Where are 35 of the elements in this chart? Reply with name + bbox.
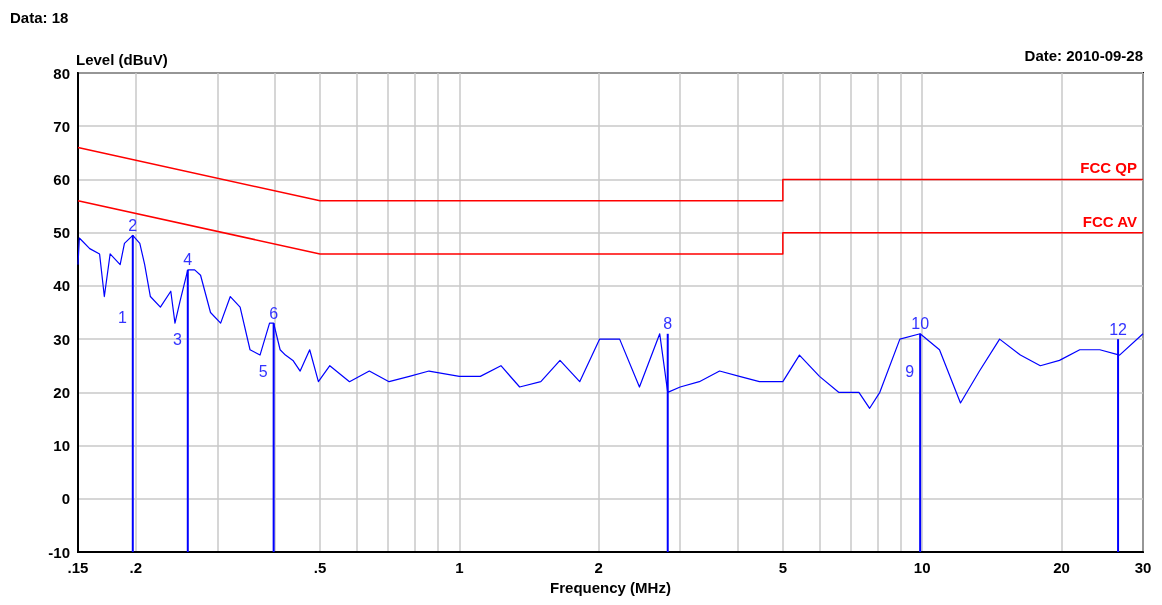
y-tick-label: -10 [48, 543, 70, 561]
annotation: 10 [911, 315, 930, 333]
y-tick-label: 50 [53, 224, 70, 242]
y-tick-label: 40 [53, 277, 70, 295]
annotation: 6 [269, 304, 279, 322]
y-tick-label: 30 [53, 330, 70, 348]
x-tick-label: .5 [313, 559, 327, 576]
x-tick-label: 1 [455, 559, 464, 576]
y-tick-label: 20 [53, 383, 70, 401]
y-tick-label: 10 [53, 437, 70, 455]
x-axis-title: Frequency (MHz) [550, 578, 671, 596]
y-tick-label: 60 [53, 170, 70, 188]
y-axis-title: Level (dBuV) [76, 51, 168, 68]
x-tick-label: 5 [778, 559, 788, 576]
x-tick-label: 20 [1053, 559, 1070, 576]
y-tick-label: 70 [53, 117, 70, 135]
text: Data: 18 [10, 9, 69, 26]
annotation: 12 [1109, 320, 1128, 338]
annotation: 9 [905, 362, 915, 380]
annotation: 3 [172, 330, 182, 348]
x-tick-label: 10 [913, 559, 931, 576]
x-tick-label: .15 [67, 559, 89, 576]
series-label: FCC AV [1082, 212, 1137, 230]
annotation: 1 [117, 309, 127, 327]
annotation: 4 [183, 251, 193, 269]
text: Date: 2010-09-28 [1024, 47, 1143, 64]
y-tick-label: 0 [61, 490, 70, 508]
x-tick-label: 2 [594, 559, 603, 576]
x-tick-label: 30 [1134, 559, 1152, 576]
annotation: 5 [258, 362, 268, 380]
annotation: 8 [663, 315, 673, 333]
y-tick-label: 80 [53, 64, 70, 82]
annotation: 2 [128, 216, 138, 234]
x-tick-label: .2 [129, 559, 143, 576]
series-label: FCC QP [1080, 159, 1137, 177]
